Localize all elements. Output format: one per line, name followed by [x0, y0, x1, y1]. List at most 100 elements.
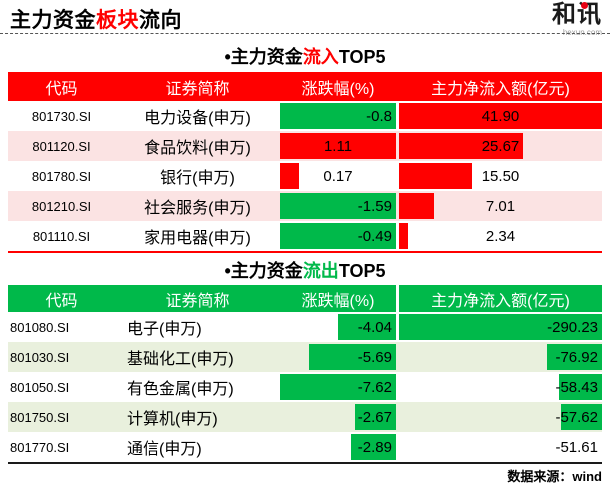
change-bar — [280, 374, 396, 400]
change-bar — [280, 133, 396, 159]
change-cell: -2.67 — [280, 402, 396, 432]
code-cell: 801730.SI — [31, 108, 92, 124]
column-header-code: 代码 — [45, 80, 78, 98]
flow-value: 7.01 — [485, 197, 516, 215]
change-cell: -5.69 — [280, 342, 396, 372]
name-cell: 有色金属(申万) — [127, 381, 234, 398]
name-cell: 电子(申万) — [127, 321, 202, 338]
outflow-table-header: 代码 证券简称 涨跌幅(%) 主力净流入额(亿元) — [8, 285, 602, 312]
name-cell: 食品饮料(申万) — [144, 140, 251, 157]
code-cell: 801030.SI — [10, 349, 70, 365]
change-value: -7.62 — [357, 378, 392, 396]
flow-value: -290.23 — [547, 318, 598, 336]
flow-value: -76.92 — [555, 348, 598, 366]
table-row: 801780.SI 银行(申万) 0.17 15.50 — [8, 161, 602, 191]
change-bar — [355, 404, 396, 430]
change-value: -0.49 — [357, 227, 392, 245]
inflow-table-header: 代码 证券简称 涨跌幅(%) 主力净流入额(亿元) — [8, 72, 602, 101]
column-header-name: 证券简称 — [115, 285, 280, 312]
data-source-label: 数据来源：wind — [507, 469, 602, 484]
name-cell: 社会服务(申万) — [144, 200, 251, 217]
inflow-heading-accent: 流入 — [302, 47, 339, 67]
flow-bar — [559, 374, 602, 400]
flow-value: -51.61 — [555, 438, 598, 456]
change-value: -5.69 — [357, 348, 392, 366]
column-header-change: 涨跌幅(%) — [280, 285, 396, 312]
flow-value: 2.34 — [485, 227, 516, 245]
inflow-heading: •主力资金流入TOP5 — [224, 47, 386, 67]
name-cell: 计算机(申万) — [127, 411, 218, 428]
flow-bar — [561, 404, 602, 430]
change-bar — [280, 103, 396, 129]
change-bar — [350, 434, 396, 460]
name-cell: 电力设备(申万) — [144, 110, 251, 127]
column-header-change: 涨跌幅(%) — [301, 80, 375, 98]
change-bar — [280, 193, 396, 219]
flow-bar — [547, 344, 602, 370]
column-header-name: 证券简称 — [165, 80, 230, 98]
flow-bar — [399, 163, 473, 189]
column-header-flow: 主力净流入额(亿元) — [399, 285, 602, 312]
change-value: 0.17 — [323, 167, 353, 185]
name-cell: 通信(申万) — [127, 441, 202, 458]
table-row: 801120.SI 食品饮料(申万) 1.11 25.67 — [8, 131, 602, 161]
change-bar — [280, 223, 396, 249]
flow-value: -58.43 — [555, 378, 598, 396]
logo-red-dot-icon — [581, 2, 588, 9]
table-row: 801730.SI 电力设备(申万) -0.8 41.90 — [8, 101, 602, 131]
column-header-code: 代码 — [8, 285, 115, 312]
flow-bar — [399, 193, 434, 219]
hexun-logo: 和讯 hexun.com — [552, 1, 602, 37]
dashed-divider — [0, 33, 610, 34]
table-row: 801750.SI 计算机(申万) -2.67 -57.62 — [8, 402, 602, 432]
flow-cell: 2.34 — [399, 221, 602, 251]
change-bar — [309, 344, 396, 370]
code-cell: 801110.SI — [32, 228, 91, 244]
flow-cell: 15.50 — [399, 161, 602, 191]
flow-value: -57.62 — [555, 408, 598, 426]
change-value: -2.67 — [357, 408, 392, 426]
change-value: -1.59 — [357, 197, 392, 215]
change-cell: -0.8 — [280, 101, 396, 131]
flow-cell: 7.01 — [399, 191, 602, 221]
table-row: 801110.SI 家用电器(申万) -0.49 2.34 — [8, 221, 602, 251]
change-cell: -4.04 — [280, 312, 396, 342]
flow-value: 41.90 — [481, 107, 520, 125]
change-value: -0.8 — [366, 107, 392, 125]
column-header-flow: 主力净流入额(亿元) — [431, 80, 570, 98]
change-cell: 1.11 — [280, 131, 396, 161]
change-value: 1.11 — [323, 137, 353, 155]
outflow-heading: •主力资金流出TOP5 — [224, 261, 386, 281]
flow-cell: -76.92 — [399, 342, 602, 372]
hexun-logo-domain: hexun.com — [562, 28, 602, 37]
flow-cell: 41.90 — [399, 101, 602, 131]
code-cell: 801050.SI — [10, 379, 70, 395]
table-row: 801770.SI 通信(申万) -2.89 -51.61 — [8, 432, 602, 462]
change-cell: -2.89 — [280, 432, 396, 462]
flow-bar — [399, 314, 602, 340]
code-cell: 801080.SI — [10, 319, 70, 335]
table-row: 801210.SI 社会服务(申万) -1.59 7.01 — [8, 191, 602, 221]
flow-bar — [399, 133, 523, 159]
name-cell: 家用电器(申万) — [144, 230, 251, 247]
flow-value: 25.67 — [481, 137, 520, 155]
change-cell: -0.49 — [280, 221, 396, 251]
inflow-table: 代码 证券简称 涨跌幅(%) 主力净流入额(亿元) 801730.SI 电力设备… — [8, 72, 602, 253]
flow-cell: -290.23 — [399, 312, 602, 342]
table-row: 801050.SI 有色金属(申万) -7.62 -58.43 — [8, 372, 602, 402]
hexun-logo-text: 和讯 — [552, 1, 602, 28]
code-cell: 801120.SI — [32, 138, 91, 154]
table-row: 801030.SI 基础化工(申万) -5.69 -76.92 — [8, 342, 602, 372]
title-accent: 板块 — [96, 9, 139, 32]
flow-value: 15.50 — [481, 167, 520, 185]
change-cell: -1.59 — [280, 191, 396, 221]
flow-bar — [399, 223, 409, 249]
change-value: -2.89 — [357, 438, 392, 456]
code-cell: 801210.SI — [31, 198, 92, 214]
title-pre: 主力资金 — [10, 9, 96, 32]
change-cell: -7.62 — [280, 372, 396, 402]
page-title: 主力资金板块流向 — [10, 4, 182, 34]
title-post: 流向 — [139, 9, 182, 32]
flow-bar — [399, 103, 602, 129]
